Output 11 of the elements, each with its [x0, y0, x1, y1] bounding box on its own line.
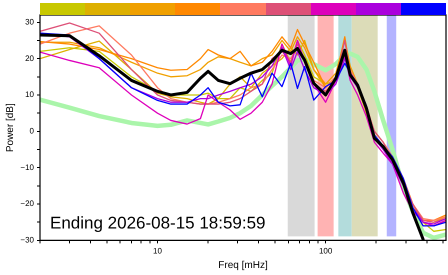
y-tick-label: 20	[25, 54, 35, 63]
y-axis-title: Power [dB]	[4, 103, 16, 152]
x-tick-label: 100	[318, 246, 333, 256]
y-tick-label: −30	[20, 236, 35, 245]
x-axis-title: Freq [mHz]	[218, 260, 268, 271]
y-tick-label: −20	[20, 199, 35, 208]
y-tick-label: 10	[25, 90, 35, 100]
y-tick-label: 0	[30, 126, 35, 136]
y-tick-label: 30	[25, 17, 35, 26]
y-tick-label: −10	[20, 162, 35, 172]
annotation: Ending 2026-08-15 18:59:59	[50, 214, 266, 233]
